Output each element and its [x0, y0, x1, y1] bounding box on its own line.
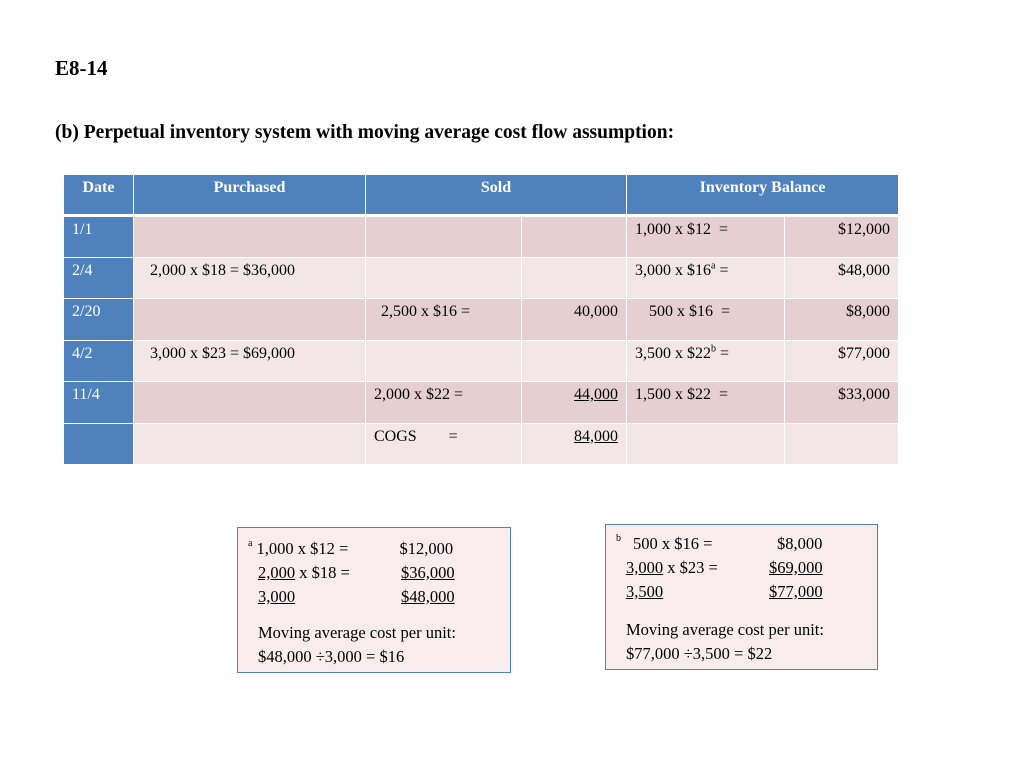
inventory-table: Date Purchased Sold Inventory Balance 1/…: [63, 174, 899, 465]
header-date: Date: [63, 174, 134, 217]
header-inventory-balance: Inventory Balance: [626, 174, 899, 217]
footnote-a-line: 2,000 x $18 = $36,000: [248, 561, 455, 585]
row-sold-amount: 40,000: [521, 298, 627, 341]
footnote-a-marker: a: [248, 538, 253, 549]
balance-calc-text: 3,000 x $16: [635, 261, 711, 279]
row-balance-amount: $77,000: [784, 339, 899, 382]
footnote-b-line-amount: $69,000: [769, 558, 823, 577]
row-balance-amount: $33,000: [784, 381, 899, 424]
row-balance-calc: 1,000 x $12 =: [626, 215, 785, 258]
row-date: 4/2: [63, 339, 134, 382]
row-balance-calc: 500 x $16 =: [626, 298, 785, 341]
footnote-a-line-calc: 1,000 x $12 =: [256, 539, 349, 558]
table-row: 2/4 2,000 x $18 = $36,000 3,000 x $16a =…: [63, 256, 899, 299]
row-date: [63, 422, 134, 465]
footnote-a-line-amount: $12,000: [399, 539, 454, 558]
row-date: 2/20: [63, 298, 134, 341]
row-sold-calc: COGS =: [365, 422, 522, 465]
balance-calc-text: 3,500 x $22: [635, 344, 711, 362]
row-balance-amount: $48,000: [784, 256, 899, 299]
table-row: 1/1 1,000 x $12 = $12,000: [63, 215, 899, 258]
footnote-a-line: a 1,000 x $12 = $12,000: [248, 537, 455, 561]
footnote-b-line: 3,500 $77,000: [616, 580, 823, 604]
row-sold-amount: [521, 256, 627, 299]
footnote-a-line-amount: $36,000: [401, 563, 455, 582]
balance-calc-eq: =: [715, 261, 729, 279]
footnote-a-line-qty: 3,000: [258, 587, 296, 606]
footnote-a-line-qty: 2,000: [258, 563, 296, 582]
row-purchased: 2,000 x $18 = $36,000: [133, 256, 366, 299]
row-balance-calc: [626, 422, 785, 465]
footnote-b-calc: b 500 x $16 = $8,000 3,000 x $23 = $69,000 …: [616, 532, 823, 604]
footnote-b-avg-label: Moving average cost per unit:: [626, 620, 824, 639]
footnote-b-line-qty: 3,000: [626, 558, 664, 577]
row-date: 2/4: [63, 256, 134, 299]
table-row: 11/4 2,000 x $22 = 44,000 1,500 x $22 = …: [63, 381, 899, 424]
footnote-a-line-rest: x $18 =: [295, 563, 350, 582]
row-sold-amount: [521, 215, 627, 258]
footnote-a-average: Moving average cost per unit: $48,000 ÷3…: [258, 621, 456, 669]
row-balance-calc: 3,500 x $22b =: [626, 339, 785, 382]
footnote-a-avg-label: Moving average cost per unit:: [258, 623, 456, 642]
row-purchased: [133, 215, 366, 258]
footnote-b-marker: b: [616, 533, 621, 544]
footnote-b-line-rest: x $23 =: [663, 558, 718, 577]
table-row: 4/2 3,000 x $23 = $69,000 3,500 x $22b =…: [63, 339, 899, 382]
footnote-b-line-qty: 3,500: [626, 582, 664, 601]
header-purchased: Purchased: [133, 174, 366, 217]
row-balance-calc: 3,000 x $16a =: [626, 256, 785, 299]
footnote-mark-b: b: [711, 343, 716, 355]
balance-calc-eq: =: [716, 344, 730, 362]
footnote-a-line-amount: $48,000: [401, 587, 455, 606]
slide-subtitle: (b) Perpetual inventory system with movi…: [55, 122, 675, 143]
footnote-b-line-calc: 500 x $16 =: [633, 534, 713, 553]
table-row: COGS = 84,000: [63, 422, 899, 465]
row-purchased: [133, 422, 366, 465]
row-sold-amount: 44,000: [521, 381, 627, 424]
footnote-a-avg-calc: $48,000 ÷3,000 = $16: [258, 647, 405, 666]
row-sold-calc: [365, 256, 522, 299]
footnote-a-line: 3,000 $48,000: [248, 585, 455, 609]
footnote-b-avg-calc: $77,000 ÷3,500 = $22: [626, 644, 773, 663]
footnote-b-average: Moving average cost per unit: $77,000 ÷3…: [626, 618, 824, 666]
row-purchased: 3,000 x $23 = $69,000: [133, 339, 366, 382]
slide-code: E8-14: [55, 56, 108, 80]
row-purchased: [133, 381, 366, 424]
row-sold-calc: 2,000 x $22 =: [365, 381, 522, 424]
row-date: 1/1: [63, 215, 134, 258]
footnote-b-line: b 500 x $16 = $8,000: [616, 532, 823, 556]
footnote-b-line: 3,000 x $23 = $69,000: [616, 556, 823, 580]
row-balance-amount: $12,000: [784, 215, 899, 258]
row-sold-calc: [365, 215, 522, 258]
footnote-b-line-amount: $8,000: [777, 534, 823, 553]
footnote-mark-a: a: [711, 260, 716, 272]
header-sold: Sold: [365, 174, 627, 217]
row-balance-amount: $8,000: [784, 298, 899, 341]
table-row: 2/20 2,500 x $16 = 40,000 500 x $16 = $8…: [63, 298, 899, 341]
row-sold-amount: 84,000: [521, 422, 627, 465]
row-sold-calc: [365, 339, 522, 382]
row-purchased: [133, 298, 366, 341]
footnote-a-box: a 1,000 x $12 = $12,000 2,000 x $18 = $36,0…: [237, 527, 511, 673]
row-date: 11/4: [63, 381, 134, 424]
row-sold-calc: 2,500 x $16 =: [365, 298, 522, 341]
footnote-b-line-amount: $77,000: [769, 582, 823, 601]
row-balance-amount: [784, 422, 899, 465]
row-sold-amount: [521, 339, 627, 382]
footnote-a-calc: a 1,000 x $12 = $12,000 2,000 x $18 = $36,0…: [248, 537, 455, 609]
footnote-b-box: b 500 x $16 = $8,000 3,000 x $23 = $69,000 …: [605, 524, 878, 670]
table-header-row: Date Purchased Sold Inventory Balance: [63, 174, 899, 217]
row-balance-calc: 1,500 x $22 =: [626, 381, 785, 424]
